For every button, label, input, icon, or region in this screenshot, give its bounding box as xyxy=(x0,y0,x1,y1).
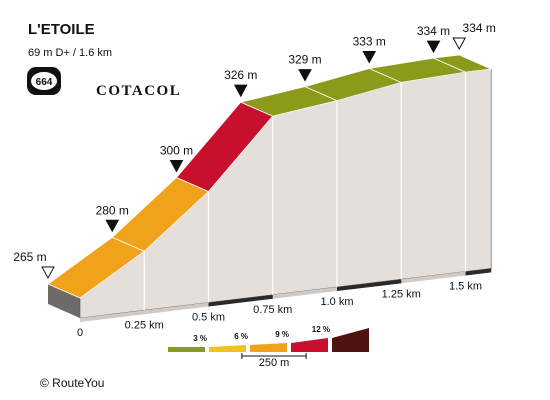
elevation-label: 334 m xyxy=(417,24,450,38)
elevation-marker xyxy=(452,37,467,51)
x-tick-label: 0 xyxy=(77,327,83,339)
title: L'ETOILE xyxy=(28,21,95,38)
legend-swatch xyxy=(332,328,369,352)
base-band xyxy=(337,279,402,291)
elevation-marker xyxy=(298,69,312,82)
legend-threshold: 3 % xyxy=(193,334,207,343)
legend-swatch xyxy=(168,347,205,352)
base-band xyxy=(465,268,492,276)
legend-threshold: 9 % xyxy=(275,330,289,339)
x-tick-label: 0.75 km xyxy=(253,304,292,316)
elevation-label: 333 m xyxy=(353,34,386,48)
elevation-marker xyxy=(169,160,184,173)
elevation-label: 300 m xyxy=(160,144,193,158)
base-band xyxy=(208,294,273,307)
legend-threshold: 12 % xyxy=(312,325,330,334)
legend-threshold: 6 % xyxy=(234,332,248,341)
x-tick-label: 1.5 km xyxy=(449,281,482,293)
elevation-marker xyxy=(362,50,377,64)
elevation-marker xyxy=(233,84,248,98)
legend-swatch xyxy=(209,345,246,352)
elevation-label: 329 m xyxy=(288,53,321,67)
footer: © RouteYou xyxy=(40,376,104,390)
legend-swatch xyxy=(250,343,287,352)
x-tick-label: 0.25 km xyxy=(125,319,164,331)
side-face xyxy=(48,284,80,318)
elevation-label: 334 m xyxy=(463,21,496,35)
scale-label: 250 m xyxy=(259,357,290,369)
badge-number: 664 xyxy=(36,77,53,88)
subtitle: 69 m D+ / 1.6 km xyxy=(28,47,112,59)
legend-swatch xyxy=(291,338,328,352)
elevation-marker xyxy=(105,219,120,233)
elevation-marker xyxy=(41,266,55,280)
brand: COTACOL xyxy=(96,83,181,99)
elevation-label: 265 m xyxy=(13,250,46,264)
badge-inner xyxy=(31,72,57,90)
x-tick-label: 1.25 km xyxy=(382,288,421,300)
elevation-label: 326 m xyxy=(224,68,257,82)
elevation-label: 280 m xyxy=(96,203,129,217)
x-tick-label: 1.0 km xyxy=(320,296,353,308)
top-segment xyxy=(431,54,493,73)
elevation-marker xyxy=(426,40,441,54)
x-tick-label: 0.5 km xyxy=(192,312,225,324)
